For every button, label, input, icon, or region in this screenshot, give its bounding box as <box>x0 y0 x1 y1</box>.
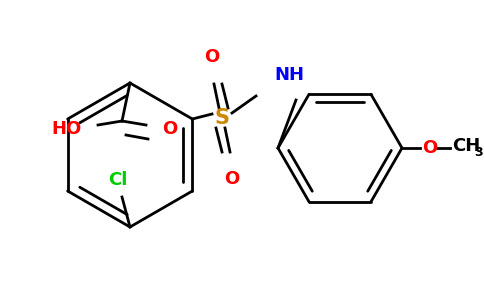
Text: O: O <box>204 48 220 66</box>
Text: O: O <box>225 170 240 188</box>
Text: O: O <box>162 120 177 138</box>
Text: 3: 3 <box>474 146 483 160</box>
Text: CH: CH <box>452 137 480 155</box>
Text: Cl: Cl <box>108 171 128 189</box>
Text: S: S <box>214 108 229 128</box>
Text: HO: HO <box>52 120 82 138</box>
Text: NH: NH <box>274 66 304 84</box>
Text: O: O <box>422 139 437 157</box>
